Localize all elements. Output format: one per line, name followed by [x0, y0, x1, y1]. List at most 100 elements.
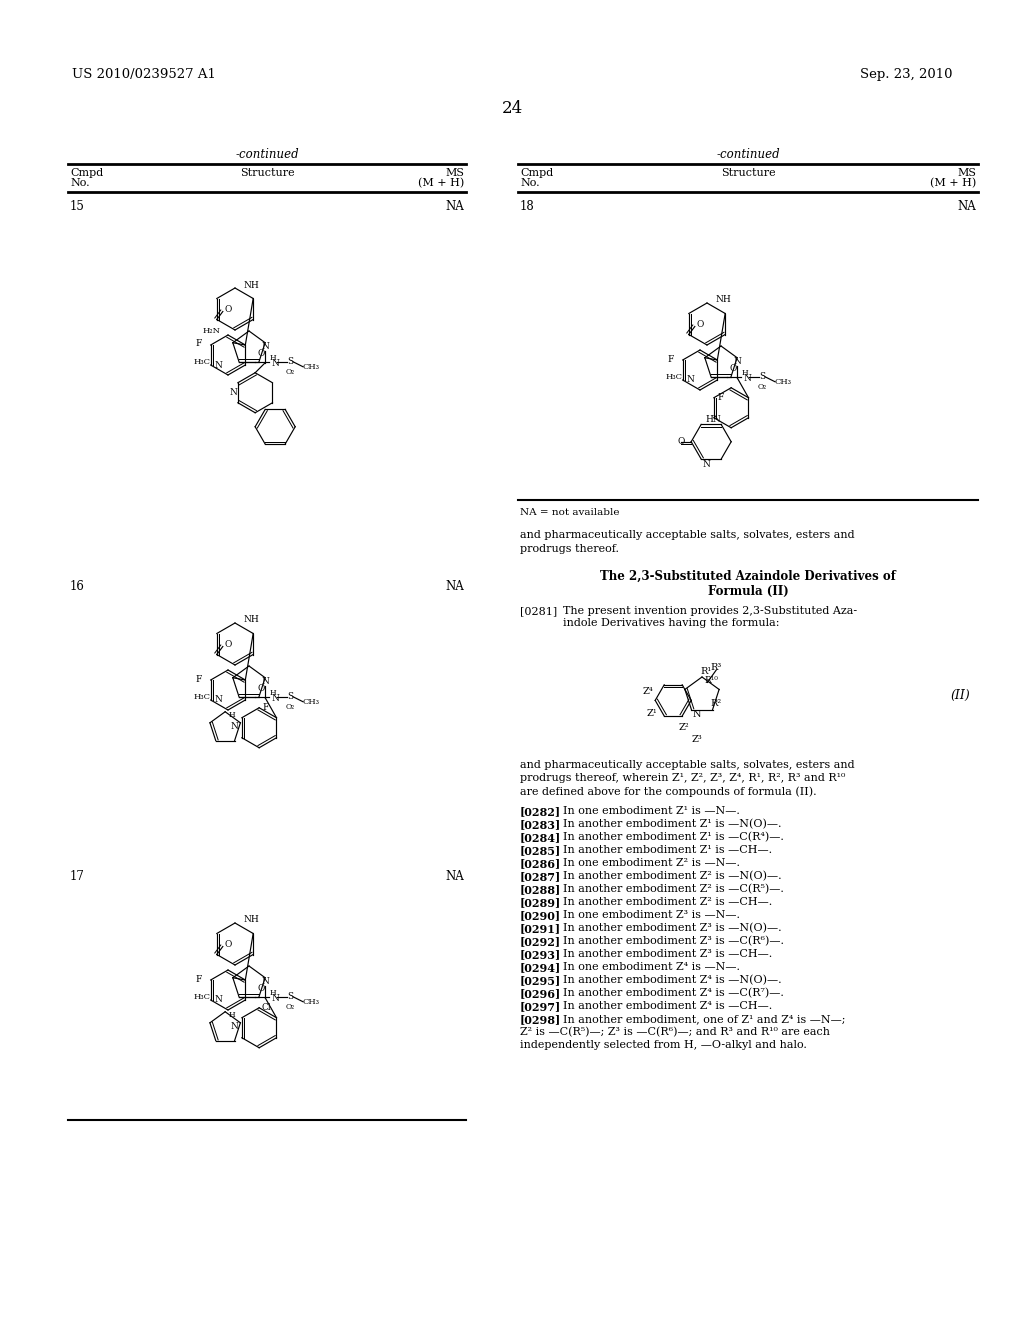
Text: F: F [196, 974, 202, 983]
Text: H₃C: H₃C [666, 374, 683, 381]
Text: Formula (II): Formula (II) [708, 585, 788, 598]
Text: 15: 15 [70, 201, 85, 213]
Text: O: O [224, 640, 231, 649]
Text: H: H [741, 368, 749, 376]
Text: US 2010/0239527 A1: US 2010/0239527 A1 [72, 69, 216, 81]
Text: and pharmaceutically acceptable salts, solvates, esters and: and pharmaceutically acceptable salts, s… [520, 531, 855, 540]
Text: H₂N: H₂N [203, 327, 221, 335]
Text: F: F [262, 704, 268, 713]
Text: N: N [686, 375, 694, 384]
Text: [0297]: [0297] [520, 1001, 561, 1012]
Text: N: N [261, 977, 269, 986]
Text: [0296]: [0296] [520, 987, 561, 999]
Text: N: N [271, 694, 279, 704]
Text: S: S [287, 692, 293, 701]
Text: [0287]: [0287] [520, 871, 561, 882]
Text: Cl: Cl [261, 1003, 271, 1012]
Text: H₃C: H₃C [194, 693, 211, 701]
Text: N: N [692, 710, 700, 719]
Text: [0295]: [0295] [520, 975, 561, 986]
Text: In another embodiment Z⁴ is —N(O)—.: In another embodiment Z⁴ is —N(O)—. [563, 975, 781, 985]
Text: and pharmaceutically acceptable salts, solvates, esters and: and pharmaceutically acceptable salts, s… [520, 760, 855, 770]
Text: independently selected from H, —O-alkyl and halo.: independently selected from H, —O-alkyl … [520, 1040, 807, 1049]
Text: O: O [257, 684, 264, 693]
Text: [0291]: [0291] [520, 923, 561, 935]
Text: N: N [214, 995, 222, 1005]
Text: Z²: Z² [679, 723, 689, 731]
Text: [0281]: [0281] [520, 606, 557, 616]
Text: O₂: O₂ [286, 368, 295, 376]
Text: NA: NA [957, 201, 976, 213]
Text: In one embodiment Z⁴ is —N—.: In one embodiment Z⁴ is —N—. [563, 962, 740, 972]
Text: O: O [696, 319, 703, 329]
Text: O: O [678, 437, 685, 446]
Text: In another embodiment Z¹ is —N(O)—.: In another embodiment Z¹ is —N(O)—. [563, 818, 781, 829]
Text: H: H [269, 354, 276, 362]
Text: NA: NA [445, 870, 464, 883]
Text: S: S [287, 993, 293, 1002]
Text: [0294]: [0294] [520, 962, 561, 973]
Text: Z³: Z³ [691, 735, 702, 744]
Text: F: F [196, 675, 202, 684]
Text: 24: 24 [502, 100, 522, 117]
Text: F: F [718, 393, 724, 403]
Text: [0293]: [0293] [520, 949, 561, 960]
Text: N: N [230, 1022, 239, 1031]
Text: -continued: -continued [716, 148, 780, 161]
Text: HN: HN [706, 414, 721, 424]
Text: N: N [702, 459, 710, 469]
Text: Sep. 23, 2010: Sep. 23, 2010 [859, 69, 952, 81]
Text: R¹⁰: R¹⁰ [705, 676, 718, 685]
Text: H: H [229, 710, 236, 719]
Text: Structure: Structure [240, 168, 294, 178]
Text: [0290]: [0290] [520, 909, 561, 921]
Text: NH: NH [243, 916, 259, 924]
Text: Cmpd: Cmpd [520, 168, 553, 178]
Text: O: O [224, 305, 231, 314]
Text: [0292]: [0292] [520, 936, 561, 946]
Text: [0283]: [0283] [520, 818, 561, 830]
Text: O: O [729, 364, 736, 374]
Text: NA: NA [445, 201, 464, 213]
Text: R³: R³ [711, 664, 722, 672]
Text: [0284]: [0284] [520, 832, 561, 843]
Text: 18: 18 [520, 201, 535, 213]
Text: S: S [759, 372, 765, 381]
Text: In one embodiment Z³ is —N—.: In one embodiment Z³ is —N—. [563, 909, 740, 920]
Text: In another embodiment Z³ is —N(O)—.: In another embodiment Z³ is —N(O)—. [563, 923, 781, 933]
Text: NA = not available: NA = not available [520, 508, 620, 517]
Text: No.: No. [520, 178, 540, 187]
Text: 16: 16 [70, 579, 85, 593]
Text: In another embodiment Z² is —CH—.: In another embodiment Z² is —CH—. [563, 898, 772, 907]
Text: N: N [271, 359, 279, 368]
Text: (M + H): (M + H) [930, 178, 976, 189]
Text: In another embodiment Z³ is —CH—.: In another embodiment Z³ is —CH—. [563, 949, 772, 960]
Text: N: N [261, 677, 269, 686]
Text: O: O [224, 940, 231, 949]
Text: N: N [214, 696, 222, 705]
Text: [0298]: [0298] [520, 1014, 561, 1026]
Text: O: O [257, 350, 264, 358]
Text: R¹: R¹ [700, 667, 712, 676]
Text: In another embodiment Z⁴ is —C(R⁷)—.: In another embodiment Z⁴ is —C(R⁷)—. [563, 987, 784, 998]
Text: O₂: O₂ [758, 383, 767, 391]
Text: In another embodiment Z³ is —C(R⁶)—.: In another embodiment Z³ is —C(R⁶)—. [563, 936, 784, 946]
Text: In one embodiment Z¹ is —N—.: In one embodiment Z¹ is —N—. [563, 807, 740, 816]
Text: are defined above for the compounds of formula (II).: are defined above for the compounds of f… [520, 785, 816, 796]
Text: F: F [668, 355, 674, 363]
Text: In another embodiment Z⁴ is —CH—.: In another embodiment Z⁴ is —CH—. [563, 1001, 772, 1011]
Text: N: N [271, 994, 279, 1003]
Text: Z⁴: Z⁴ [643, 686, 653, 696]
Text: MS: MS [957, 168, 976, 178]
Text: N: N [733, 358, 741, 366]
Text: O: O [257, 985, 264, 993]
Text: H₃C: H₃C [194, 993, 211, 1001]
Text: Structure: Structure [721, 168, 775, 178]
Text: CH₃: CH₃ [774, 378, 792, 385]
Text: N: N [229, 388, 238, 397]
Text: [0286]: [0286] [520, 858, 561, 869]
Text: The present invention provides 2,3-Substituted Aza-
indole Derivatives having th: The present invention provides 2,3-Subst… [563, 606, 857, 627]
Text: Z² is —C(R⁵)—; Z³ is —C(R⁶)—; and R³ and R¹⁰ are each: Z² is —C(R⁵)—; Z³ is —C(R⁶)—; and R³ and… [520, 1027, 830, 1038]
Text: [0282]: [0282] [520, 807, 561, 817]
Text: 17: 17 [70, 870, 85, 883]
